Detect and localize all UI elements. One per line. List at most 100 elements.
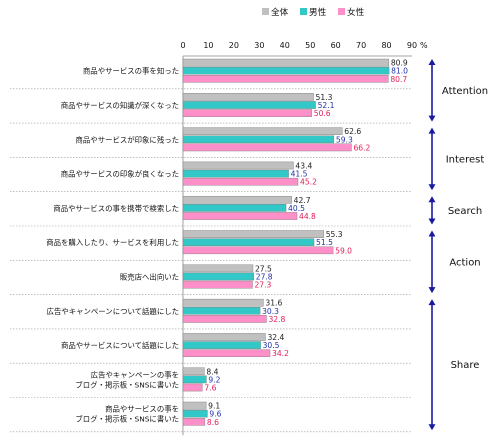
stage-arrow-head-down — [428, 184, 436, 191]
x-tick-label: 90 — [407, 41, 417, 50]
bar-男性 — [182, 341, 261, 349]
category-label: 商品やサービスの事を — [105, 405, 179, 414]
bar-男性 — [182, 238, 315, 247]
bar-全体 — [182, 367, 205, 376]
value-label: 80.7 — [390, 75, 407, 84]
value-label: 9.1 — [208, 402, 220, 411]
legend-label: 男性 — [309, 6, 327, 18]
bar-全体 — [182, 58, 390, 67]
bar-女性 — [182, 246, 334, 255]
value-label: 66.2 — [353, 143, 370, 152]
bar-男性 — [182, 307, 261, 315]
value-label: 44.8 — [299, 212, 316, 221]
value-label: 59.3 — [336, 135, 353, 144]
stage-label: Attention — [442, 86, 488, 97]
category-label: 商品やサービスの事を携帯で検索した — [53, 204, 179, 213]
stage-arrow-head-down — [428, 287, 436, 294]
value-label: 27.5 — [255, 264, 272, 273]
value-label: 59.0 — [335, 246, 352, 255]
bar-男性 — [182, 204, 287, 212]
bar-男性 — [182, 409, 208, 418]
category-label: 商品やサービスの事を知った — [83, 67, 179, 76]
bar-全体 — [182, 161, 294, 170]
value-label: 8.6 — [207, 418, 219, 427]
category-separators — [10, 88, 412, 433]
value-label: 7.6 — [204, 384, 216, 393]
x-tick-label: 0 — [180, 41, 185, 50]
bar-女性 — [182, 383, 203, 392]
value-label: 51.5 — [316, 238, 333, 247]
value-label: 50.6 — [314, 109, 331, 118]
category-label: ブログ・掲示板・SNSに書いた — [75, 380, 179, 389]
x-tick-label: 40 — [280, 41, 290, 50]
bar-女性 — [182, 143, 352, 152]
category-label: 広告やキャンペーンについて話題にした — [47, 307, 179, 316]
value-label: 9.6 — [209, 410, 221, 419]
value-label: 42.7 — [294, 196, 311, 205]
stage-arrow-head-up — [428, 196, 436, 203]
stage-arrow-head-down — [428, 218, 436, 225]
category-label: 商品やサービスが印象に残った — [76, 135, 179, 144]
bar-女性 — [182, 109, 312, 117]
x-tick-label: 50 — [305, 41, 315, 50]
value-label: 80.9 — [391, 59, 408, 68]
stage-arrow-head-down — [428, 424, 436, 431]
bar-全体 — [182, 264, 254, 273]
bars — [182, 58, 390, 426]
bar-女性 — [182, 280, 253, 289]
bar-全体 — [182, 127, 343, 135]
value-label: 62.6 — [344, 127, 361, 136]
stage-arrow-head-up — [428, 299, 436, 306]
x-tick-label: 70 — [356, 41, 366, 50]
bar-女性 — [182, 74, 389, 83]
x-tick-label: 30 — [254, 41, 264, 50]
value-label: 40.5 — [288, 204, 305, 213]
stage-label: Search — [448, 206, 482, 217]
value-label: 27.8 — [256, 273, 273, 282]
value-label: 34.2 — [272, 349, 289, 358]
value-label: 51.3 — [316, 93, 333, 102]
bar-男性 — [182, 272, 254, 281]
stage-label: Interest — [446, 154, 485, 165]
stage-annotations: Attention Interest Search Action Share — [428, 59, 488, 431]
bar-男性 — [182, 169, 289, 178]
bar-全体 — [182, 195, 292, 204]
bar-男性 — [182, 135, 335, 144]
value-label: 30.3 — [262, 307, 279, 316]
legend-label: 女性 — [347, 6, 365, 18]
bar-女性 — [182, 349, 271, 358]
category-label: 商品やサービスについて話題にした — [61, 341, 179, 350]
bar-全体 — [182, 298, 264, 307]
value-label: 30.5 — [263, 341, 280, 350]
x-axis-unit: % — [420, 41, 428, 50]
stage-arrow-head-up — [428, 59, 436, 65]
stage-label: Share — [451, 360, 480, 371]
category-label: 商品やサービスの知識が深くなった — [61, 101, 179, 110]
legend-label: 全体 — [271, 6, 289, 18]
bar-女性 — [182, 177, 299, 186]
value-labels: 80.981.080.7 51.352.150.6 62.659.366.2 43.4… — [204, 59, 408, 427]
category-label: 販売店へ出向いた — [120, 272, 179, 281]
bar-男性 — [182, 375, 207, 384]
category-label: ブログ・掲示板・SNSに書いた — [75, 415, 179, 424]
bar-女性 — [182, 315, 267, 323]
value-label: 55.3 — [326, 230, 343, 239]
value-label: 31.6 — [265, 299, 282, 308]
category-label: 広告やキャンペーンの事を — [91, 370, 179, 379]
value-label: 52.1 — [318, 101, 335, 110]
bar-女性 — [182, 418, 206, 426]
value-label: 27.3 — [254, 281, 271, 290]
value-label: 9.2 — [208, 375, 220, 384]
bar-全体 — [182, 401, 207, 410]
value-label: 43.4 — [295, 162, 312, 171]
category-label: 商品を購入したり、サービスを利用した — [46, 238, 179, 247]
x-tick-label: 80 — [381, 41, 391, 50]
value-label: 8.4 — [206, 367, 218, 376]
legend-swatch — [338, 8, 345, 15]
bar-全体 — [182, 230, 324, 238]
bar-男性 — [182, 66, 390, 75]
x-tick-label: 20 — [229, 41, 239, 50]
category-label: 商品やサービスの印象が良くなった — [61, 170, 179, 179]
value-label: 45.2 — [300, 178, 317, 187]
